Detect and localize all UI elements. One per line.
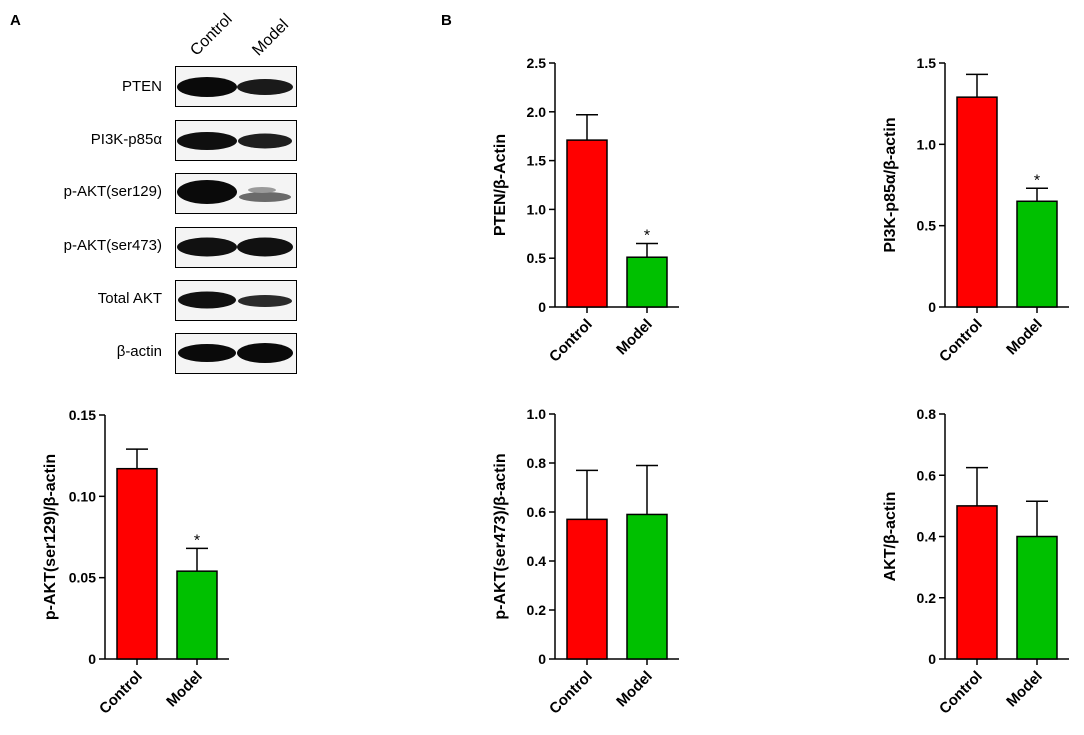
y-tick-label: 0.5 [917, 218, 937, 234]
bar-chart-pten: 0 0.5 1.0 1.5 2.0 2.5 PTEN/β-Actin Control * Mode… [492, 55, 679, 366]
blot-band-actin [175, 333, 297, 374]
blot-bands [177, 132, 292, 150]
blot-band-pten [175, 66, 297, 107]
x-tick-label: Model [613, 668, 656, 711]
bar-model [626, 256, 668, 308]
x-tick-label: Control [546, 668, 596, 718]
y-tick-label: 2.5 [527, 55, 547, 71]
y-tick-label: 0.15 [69, 407, 96, 423]
lane-label-model: Model [249, 16, 293, 60]
blot-band-akt [175, 280, 297, 321]
y-tick-label: 0.4 [917, 529, 937, 545]
blot-row-label: PTEN [121, 78, 162, 95]
y-tick-label: 0.10 [69, 488, 96, 504]
y-tick-label: 0.2 [917, 590, 937, 606]
y-tick-label: 0 [88, 651, 96, 667]
y-tick-label: 0.6 [527, 504, 547, 520]
bar-chart-pakt129: 0 0.05 0.10 0.15 p-AKT(ser129)/β-actin Contro… [42, 407, 229, 718]
y-tick-label: 0.4 [527, 553, 547, 569]
y-axis-label: PTEN/β-Actin [492, 134, 509, 236]
y-axis-label: p-AKT(ser473)/β-actin [492, 453, 509, 619]
x-tick-label: Model [613, 316, 656, 359]
blot-band-pakt473 [175, 227, 297, 268]
y-tick-label: 2.0 [527, 104, 547, 120]
y-tick-label: 0.6 [917, 467, 937, 483]
blot-bands [178, 343, 293, 363]
y-tick-label: 0.8 [917, 406, 937, 422]
blot-band-pi3k [175, 120, 297, 161]
bar-chart-pi3k: 0 0.5 1.0 1.5 PI3K-p85α/β-actin Control * Model [882, 55, 1069, 366]
blot-row-label: p-AKT(ser129) [63, 183, 162, 200]
x-tick-label: Control [936, 668, 986, 718]
y-tick-label: 0.05 [69, 570, 96, 586]
blot-bands [177, 180, 291, 204]
blot-bands [178, 291, 292, 309]
bar-control [566, 518, 608, 660]
bar-model [1016, 535, 1058, 660]
y-axis-label: PI3K-p85α/β-actin [882, 117, 899, 252]
blot-row-label: PI3K-p85α [90, 131, 162, 148]
bar-model [626, 513, 668, 660]
significance-marker: * [194, 532, 200, 549]
lane-label-control: Control [187, 10, 236, 60]
bar-chart-pakt473: 0 0.2 0.4 0.6 0.8 1.0 p-AKT(ser473)/β-actin Con… [492, 406, 679, 718]
bar-control [956, 505, 998, 660]
y-tick-label: 0.8 [527, 455, 547, 471]
blot-band-pakt129 [175, 173, 297, 214]
y-tick-label: 1.0 [917, 136, 937, 152]
x-tick-label: Model [163, 668, 206, 711]
x-tick-label: Control [546, 316, 596, 366]
y-tick-label: 1.0 [527, 201, 547, 217]
bar-model [1016, 200, 1058, 308]
y-tick-label: 1.5 [527, 153, 547, 169]
x-tick-label: Control [936, 316, 986, 366]
panel-label-b: B [441, 12, 452, 29]
y-axis-label: AKT/β-actin [882, 492, 899, 582]
bar-control [956, 96, 998, 308]
significance-marker: * [644, 228, 650, 245]
bar-model [176, 570, 218, 660]
significance-marker: * [1034, 172, 1040, 189]
panel-label-a: A [10, 12, 21, 29]
blot-row-label: Total AKT [97, 290, 162, 307]
x-tick-label: Model [1003, 316, 1046, 359]
blot-row-label: β-actin [116, 343, 162, 360]
bar-chart-akt: 0 0.2 0.4 0.6 0.8 AKT/β-actin Control Model [882, 406, 1069, 718]
x-tick-label: Control [96, 668, 146, 718]
x-tick-label: Model [1003, 668, 1046, 711]
bar-control [116, 467, 158, 660]
y-tick-label: 0 [928, 299, 936, 315]
y-tick-label: 1.5 [917, 55, 937, 71]
y-tick-label: 0.2 [527, 602, 547, 618]
y-axis-label: p-AKT(ser129)/β-actin [42, 454, 59, 620]
y-tick-label: 0.5 [527, 250, 547, 266]
y-tick-label: 0 [538, 299, 546, 315]
blot-row-label: p-AKT(ser473) [63, 237, 162, 254]
y-tick-label: 0 [928, 651, 936, 667]
bar-control [566, 139, 608, 308]
y-tick-label: 1.0 [527, 406, 547, 422]
blot-bands [177, 237, 293, 257]
blot-bands [177, 77, 293, 97]
y-tick-label: 0 [538, 651, 546, 667]
